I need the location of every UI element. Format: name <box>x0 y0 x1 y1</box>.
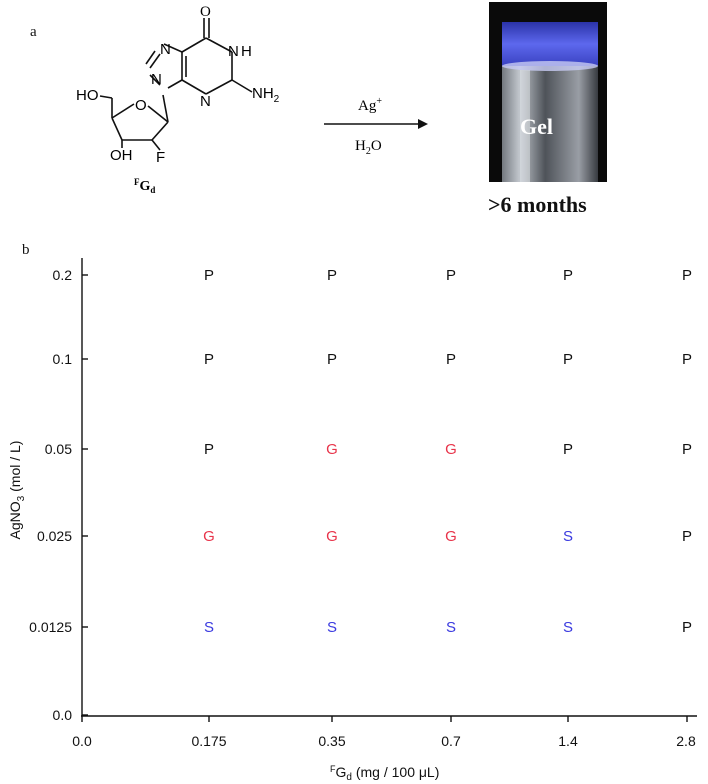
solvent-label: H2O <box>355 138 382 157</box>
panel-a-label: a <box>30 24 37 40</box>
state-marker-g: G <box>445 441 457 458</box>
x-tick-label: 0.175 <box>191 733 226 749</box>
x-tick-label: 1.4 <box>558 733 578 749</box>
state-marker-g: G <box>326 528 338 545</box>
x-tick-labels: 0.0 0.175 0.35 0.7 1.4 2.8 <box>72 733 696 749</box>
state-marker-s: S <box>563 528 573 545</box>
state-marker-p: P <box>204 441 214 458</box>
y-tick-label: 0.05 <box>45 441 72 457</box>
state-marker-g: G <box>203 528 215 545</box>
y-axis-label: AgNO3 (mol / L) <box>7 441 27 540</box>
panel-b-label: b <box>22 242 30 258</box>
molecule-structure <box>99 18 253 151</box>
state-marker-p: P <box>446 267 456 284</box>
state-marker-p: P <box>682 267 692 284</box>
reagent-label: Ag+ <box>358 96 382 114</box>
state-marker-p: P <box>204 351 214 368</box>
state-marker-s: S <box>446 619 456 636</box>
gel-vial-photo <box>489 2 607 182</box>
atom-oh: OH <box>110 147 133 164</box>
state-marker-s: S <box>327 619 337 636</box>
atom-n9: N <box>151 71 162 88</box>
gel-label: Gel <box>520 114 553 139</box>
atom-ring-o: O <box>135 97 147 114</box>
state-marker-p: P <box>563 441 573 458</box>
y-tick-label: 0.0125 <box>29 619 72 635</box>
state-marker-p: P <box>682 619 692 636</box>
x-tick-label: 0.0 <box>72 733 92 749</box>
x-tick-label: 2.8 <box>676 733 696 749</box>
atom-n3: N <box>200 93 211 110</box>
x-tick-label: 0.7 <box>441 733 461 749</box>
atom-f: F <box>156 149 165 166</box>
state-marker-p: P <box>682 441 692 458</box>
state-marker-p: P <box>682 351 692 368</box>
atom-n7: N <box>160 41 171 58</box>
state-marker-p: P <box>327 351 337 368</box>
state-marker-p: P <box>563 351 573 368</box>
state-markers: P P P P P P P P P P P G G P P G G G S P S S S S P <box>203 267 692 636</box>
x-axis-label: FGd (mg / 100 μL) <box>330 764 439 783</box>
state-marker-g: G <box>326 441 338 458</box>
y-tick-label: 0.2 <box>53 267 73 283</box>
reaction-arrow <box>324 119 428 129</box>
atom-n1: N <box>228 43 239 60</box>
photo-caption: >6 months <box>488 192 587 217</box>
state-marker-p: P <box>682 528 692 545</box>
state-marker-g: G <box>445 528 457 545</box>
state-marker-s: S <box>204 619 214 636</box>
y-tick-label: 0.0 <box>53 707 73 723</box>
atom-ho: HO <box>76 87 99 104</box>
molecule-name: FGd <box>134 177 155 195</box>
atom-h1: H <box>241 43 252 60</box>
atom-o-carbonyl: O <box>200 4 211 20</box>
y-tick-label: 0.025 <box>37 528 72 544</box>
x-tick-label: 0.35 <box>318 733 345 749</box>
y-tick-label: 0.1 <box>53 351 73 367</box>
chart-axes <box>81 258 697 722</box>
state-marker-p: P <box>327 267 337 284</box>
panel-a-graphic: O N H N N N NH2 HO O OH F FGd Ag+ H2O <box>76 2 607 217</box>
atom-nh2: NH2 <box>252 85 280 105</box>
state-marker-p: P <box>204 267 214 284</box>
y-tick-labels: 0.0 0.0125 0.025 0.05 0.1 0.2 <box>29 267 72 723</box>
state-marker-s: S <box>563 619 573 636</box>
state-marker-p: P <box>446 351 456 368</box>
state-marker-p: P <box>563 267 573 284</box>
